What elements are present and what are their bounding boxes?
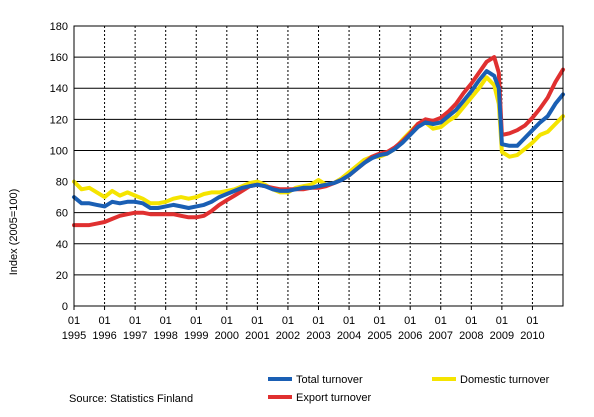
x-tick-year-label: 2008 (459, 330, 483, 342)
x-tick-year-label: 2002 (276, 330, 300, 342)
x-tick-year-label: 2009 (490, 330, 514, 342)
legend-label-total-turnover: Total turnover (296, 374, 363, 386)
y-tick-label: 0 (62, 301, 68, 313)
y-tick-label: 140 (50, 83, 68, 95)
y-tick-label: 40 (56, 239, 68, 251)
series-line-domestic-turnover (72, 75, 565, 206)
x-tick-year-label: 2004 (337, 330, 361, 342)
x-tick-year-label: 2000 (215, 330, 239, 342)
legend-label-domestic-turnover: Domestic turnover (460, 374, 550, 386)
x-tick-year-label: 1996 (92, 330, 116, 342)
y-axis-title: Index (2005=100) (8, 189, 20, 276)
x-tick-year-label: 1997 (123, 330, 147, 342)
x-tick-month-label: 01 (68, 315, 80, 327)
x-tick-year-label: 2001 (245, 330, 269, 342)
x-tick-month-label: 01 (312, 315, 324, 327)
x-tick-month-label: 01 (404, 315, 416, 327)
x-tick-month-label: 01 (496, 315, 508, 327)
x-tick-month-label: 01 (251, 315, 263, 327)
y-tick-label: 20 (56, 270, 68, 282)
y-axis-ticks: 0 20 40 60 80 100 120 140 160 180 (50, 21, 68, 313)
legend: Total turnover Domestic turnover Export tu… (268, 374, 550, 404)
x-tick-year-label: 2003 (306, 330, 330, 342)
y-tick-label: 120 (50, 114, 68, 126)
legend-label-export-turnover: Export turnover (296, 392, 372, 404)
series-lines (72, 55, 565, 228)
x-tick-month-label: 01 (160, 315, 172, 327)
x-tick-month-label: 01 (435, 315, 447, 327)
x-tick-month-label: 01 (465, 315, 477, 327)
x-tick-month-label: 01 (190, 315, 202, 327)
x-tick-year-label: 2005 (367, 330, 391, 342)
x-tick-month-label: 01 (98, 315, 110, 327)
x-tick-month-label: 01 (282, 315, 294, 327)
x-axis-ticks: 01 1995 01 1996 01 1997 01 1998 01 1999 01 2000 01 20… (62, 306, 545, 342)
y-tick-label: 60 (56, 208, 68, 220)
x-tick-year-label: 2010 (520, 330, 544, 342)
x-tick-year-label: 1999 (184, 330, 208, 342)
y-tick-label: 180 (50, 21, 68, 33)
x-tick-year-label: 1995 (62, 330, 86, 342)
chart-grid (74, 26, 563, 306)
x-tick-year-label: 1998 (153, 330, 177, 342)
y-tick-label: 160 (50, 52, 68, 64)
plot-frame (73, 25, 564, 307)
y-tick-label: 80 (56, 177, 68, 189)
source-text: Source: Statistics Finland (69, 393, 193, 405)
x-tick-month-label: 01 (374, 315, 386, 327)
x-tick-month-label: 01 (221, 315, 233, 327)
x-tick-month-label: 01 (343, 315, 355, 327)
x-tick-year-label: 2006 (398, 330, 422, 342)
y-tick-label: 100 (50, 145, 68, 157)
series-line-total-turnover (72, 69, 565, 210)
x-tick-month-label: 01 (129, 315, 141, 327)
x-tick-month-label: 01 (526, 315, 538, 327)
x-tick-year-label: 2007 (429, 330, 453, 342)
